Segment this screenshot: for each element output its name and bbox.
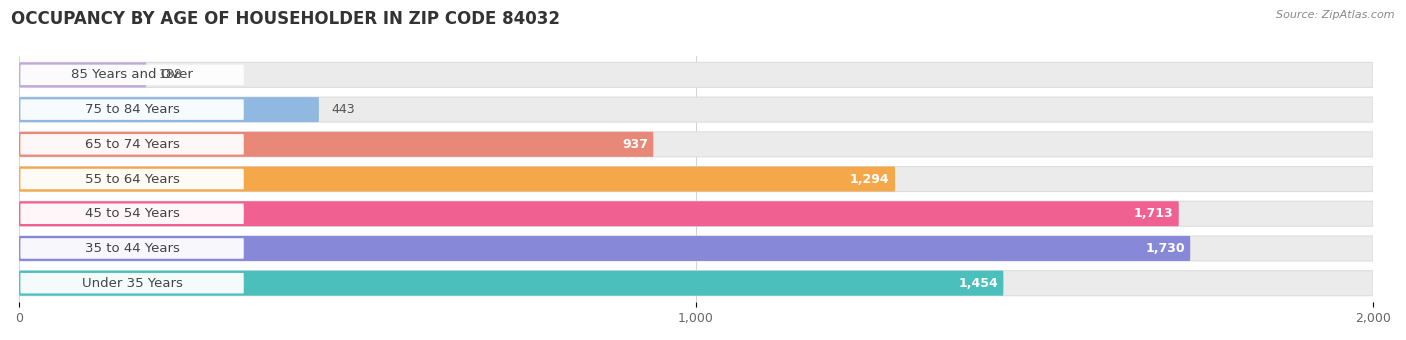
FancyBboxPatch shape [20,99,243,120]
FancyBboxPatch shape [20,201,1178,226]
Text: 85 Years and Over: 85 Years and Over [72,68,193,81]
FancyBboxPatch shape [20,97,1374,122]
Text: 1,730: 1,730 [1146,242,1185,255]
FancyBboxPatch shape [20,273,243,293]
FancyBboxPatch shape [20,204,243,224]
Text: Source: ZipAtlas.com: Source: ZipAtlas.com [1277,10,1395,20]
Text: 45 to 54 Years: 45 to 54 Years [84,207,180,220]
FancyBboxPatch shape [20,134,243,155]
Text: OCCUPANCY BY AGE OF HOUSEHOLDER IN ZIP CODE 84032: OCCUPANCY BY AGE OF HOUSEHOLDER IN ZIP C… [11,10,560,28]
Text: 75 to 84 Years: 75 to 84 Years [84,103,180,116]
FancyBboxPatch shape [20,236,1374,261]
FancyBboxPatch shape [20,271,1004,296]
Text: 1,713: 1,713 [1133,207,1174,220]
FancyBboxPatch shape [20,238,243,259]
FancyBboxPatch shape [20,169,243,189]
FancyBboxPatch shape [20,132,654,157]
FancyBboxPatch shape [20,63,146,87]
FancyBboxPatch shape [20,97,319,122]
FancyBboxPatch shape [20,167,896,191]
Text: 1,294: 1,294 [851,172,890,186]
Text: 443: 443 [330,103,354,116]
Text: 188: 188 [159,68,183,81]
FancyBboxPatch shape [20,201,1374,226]
Text: 55 to 64 Years: 55 to 64 Years [84,172,180,186]
FancyBboxPatch shape [20,236,1191,261]
Text: 1,454: 1,454 [959,277,998,290]
Text: 937: 937 [621,138,648,151]
Text: Under 35 Years: Under 35 Years [82,277,183,290]
FancyBboxPatch shape [20,63,1374,87]
FancyBboxPatch shape [20,167,1374,191]
FancyBboxPatch shape [20,65,243,85]
FancyBboxPatch shape [20,132,1374,157]
FancyBboxPatch shape [20,271,1374,296]
Text: 65 to 74 Years: 65 to 74 Years [84,138,180,151]
Text: 35 to 44 Years: 35 to 44 Years [84,242,180,255]
